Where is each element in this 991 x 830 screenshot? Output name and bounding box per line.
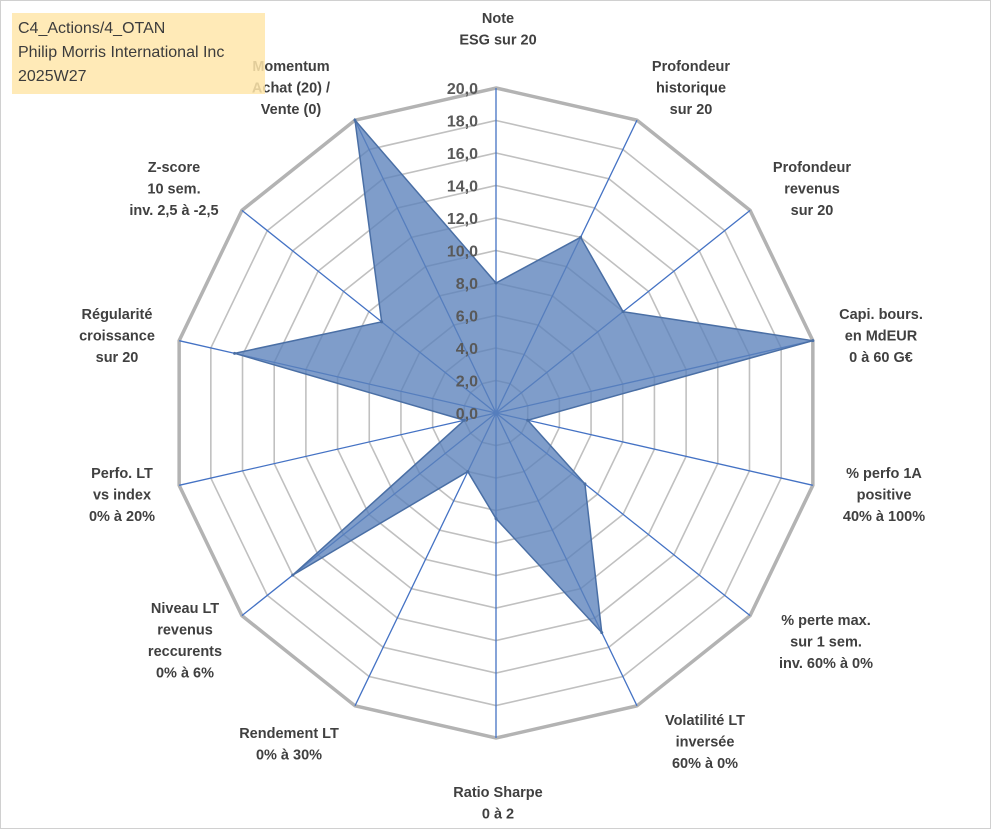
axis-label: Ratio Sharpe 0 à 2 [453,785,542,823]
axis-label: % perfo 1A positive 40% à 100% [843,466,925,525]
tick-label: 12,0 [447,211,478,228]
axis-label: Rendement LT 0% à 30% [239,726,339,764]
radar-tick-labels: 0,0 2,0 4,0 6,0 8,0 10,0 12,0 14,0 16,0 18,0 20,0 [447,81,478,423]
axis-spoke [495,412,813,486]
axis-label: Niveau LT revenus reccurents 0% à 6% [148,601,222,682]
tick-label: 4,0 [456,341,478,358]
axis-label: Profondeur historique sur 20 [652,59,730,118]
axis-label: Perfo. LT vs index 0% à 20% [89,466,155,525]
data-point [583,482,587,486]
data-point [494,517,498,521]
data-point [380,320,384,324]
info-line-company: Philip Morris International Inc [18,44,225,61]
info-line-week: 2025W27 [18,68,87,85]
tick-label: 8,0 [456,276,478,293]
tick-label: 6,0 [456,309,478,326]
tick-label: 2,0 [456,374,478,391]
radar-axis-labels: Note ESG sur 20 Profondeur historique sur 20… [79,11,925,823]
axis-label: % perte max. sur 1 sem. inv. 60% à 0% [779,613,873,672]
axis-label: Z-score 10 sem. inv. 2,5 à -2,5 [129,160,218,219]
tick-label: 20,0 [447,81,478,98]
radar-series [233,117,815,635]
data-point [462,418,466,422]
data-point [233,351,237,355]
tick-label: 16,0 [447,146,478,163]
data-point [353,118,357,122]
data-point [811,339,815,343]
tick-label: 10,0 [447,244,478,261]
axis-label: Note ESG sur 20 [459,11,536,49]
data-point [494,281,498,285]
data-point [526,418,530,422]
series-area [234,117,814,635]
axis-label: Régularité croissance sur 20 [79,307,155,366]
data-point [291,573,295,577]
axis-spoke [179,412,497,486]
axis-label: Profondeur revenus sur 20 [773,160,851,219]
axis-label: Capi. bours. en MdEUR 0 à 60 G€ [839,307,923,366]
data-point [621,310,625,314]
data-point [579,235,583,239]
tick-label: 18,0 [447,114,478,131]
axis-label: Volatilité LT inversée 60% à 0% [665,713,745,772]
info-box: C4_Actions/4_OTAN Philip Morris Internat… [12,13,265,94]
data-point [600,631,604,635]
info-line-portfolio: C4_Actions/4_OTAN [18,20,166,37]
axis-label: Momentum Achat (20) / Vente (0) [252,59,330,118]
tick-label: 0,0 [456,406,478,423]
data-point [466,470,470,474]
tick-label: 14,0 [447,179,478,196]
